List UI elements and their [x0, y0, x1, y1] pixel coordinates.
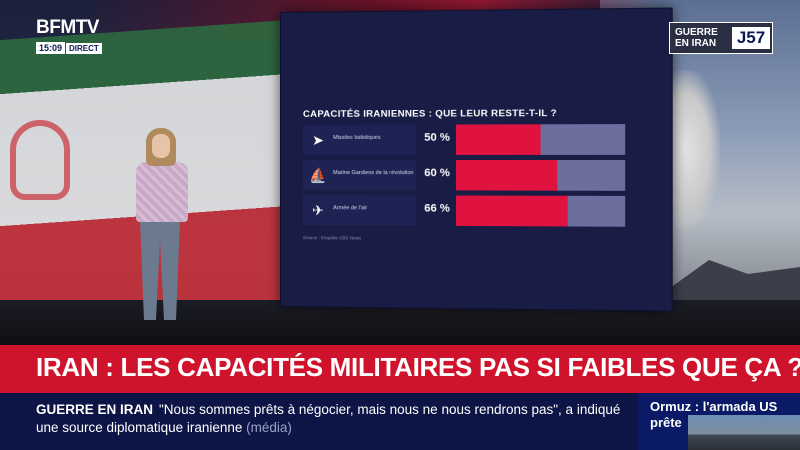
day-counter: J57: [732, 27, 770, 49]
missile-icon: ➤: [312, 131, 324, 148]
row-label-box: ➤ Missiles balistiques: [302, 124, 417, 155]
topic-tag-label: GUERRE EN IRAN: [675, 27, 718, 49]
bar-track: [455, 124, 626, 155]
jet-icon: ✈: [312, 202, 324, 219]
chart-screen: CAPACITÉS IRANIENNES : QUE LEUR RESTE-T-…: [280, 7, 673, 312]
row-label: Armée de l'air: [333, 205, 368, 212]
bar-fill: [455, 160, 557, 191]
row-percent: 66 %: [424, 202, 450, 215]
logo-text: BFMTV: [36, 17, 99, 38]
ticker-tag: (média): [246, 420, 292, 435]
side-promo: Ormuz : l'armada US prête: [638, 393, 800, 450]
bar-track: [455, 195, 626, 227]
row-percent: 50 %: [424, 131, 450, 144]
headline: IRAN : LES CAPACITÉS MILITAIRES PAS SI F…: [36, 352, 800, 382]
channel-logo: BFMTV 15:09 DIRECT: [36, 18, 116, 56]
ticker-text: "Nous sommes prêts à négocier, mais nous…: [36, 402, 621, 435]
bar-fill: [455, 124, 541, 155]
chart-row: ➤ Missiles balistiques 50 %: [302, 124, 629, 155]
row-label: Marine Gardiens de la révolution: [333, 170, 414, 177]
presenter-jacket: [136, 162, 188, 222]
live-badge: DIRECT: [66, 43, 102, 54]
presenter-legs: [140, 220, 180, 320]
chart-title: CAPACITÉS IRANIENNES : QUE LEUR RESTE-T-…: [302, 107, 557, 120]
ticker: GUERRE EN IRAN "Nous sommes prêts à négoc…: [36, 401, 636, 437]
ticker-label: GUERRE EN IRAN: [36, 402, 154, 417]
presenter: [130, 128, 200, 328]
chart-row: ✈ Armée de l'air 66 %: [302, 195, 629, 227]
presenter-face: [152, 134, 170, 158]
chart-source: Source : Enquête CBS News: [302, 235, 362, 241]
headline-bar: [0, 345, 800, 393]
row-percent: 60 %: [424, 167, 450, 180]
row-label-box: ✈ Armée de l'air: [302, 195, 417, 226]
bar-track: [455, 160, 626, 191]
flag-emblem-icon: [10, 120, 70, 200]
row-label: Missiles balistiques: [333, 134, 381, 141]
chart-row: ⛵ Marine Gardiens de la révolution 60 %: [302, 160, 629, 191]
bar-fill: [455, 195, 568, 227]
boat-icon: ⛵: [309, 167, 327, 184]
topic-line-1: GUERRE: [675, 27, 718, 38]
clock: 15:09: [36, 42, 66, 54]
topic-line-2: EN IRAN: [675, 38, 717, 49]
side-promo-image: [688, 415, 800, 450]
topic-tag: GUERRE EN IRAN J57: [669, 22, 773, 54]
side-promo-text: Ormuz : l'armada US prête: [650, 399, 778, 430]
ticker-bar: [0, 393, 638, 450]
row-label-box: ⛵ Marine Gardiens de la révolution: [302, 160, 417, 191]
